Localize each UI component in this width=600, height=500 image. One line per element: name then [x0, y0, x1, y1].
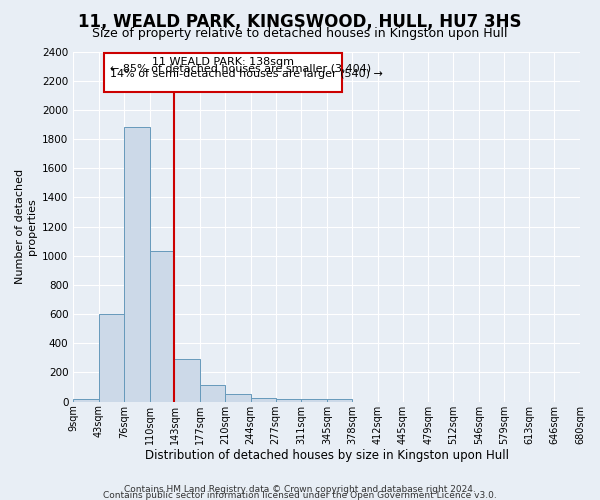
Bar [99, 314, 124, 402]
Text: Contains public sector information licensed under the Open Government Licence v3: Contains public sector information licen… [103, 491, 497, 500]
Bar [73, 398, 99, 402]
Text: Size of property relative to detached houses in Kingston upon Hull: Size of property relative to detached ho… [92, 28, 508, 40]
FancyBboxPatch shape [104, 53, 342, 92]
Bar [149, 252, 175, 402]
Bar [200, 385, 225, 402]
Text: 11, WEALD PARK, KINGSWOOD, HULL, HU7 3HS: 11, WEALD PARK, KINGSWOOD, HULL, HU7 3HS [78, 12, 522, 30]
Text: 11 WEALD PARK: 138sqm: 11 WEALD PARK: 138sqm [152, 58, 294, 68]
X-axis label: Distribution of detached houses by size in Kingston upon Hull: Distribution of detached houses by size … [145, 450, 509, 462]
Text: 14% of semi-detached houses are larger (540) →: 14% of semi-detached houses are larger (… [110, 69, 383, 79]
Bar [124, 128, 149, 402]
Bar [275, 400, 301, 402]
Bar [327, 398, 352, 402]
Text: ← 85% of detached houses are smaller (3,404): ← 85% of detached houses are smaller (3,… [110, 64, 371, 74]
Bar [225, 394, 251, 402]
Bar [301, 400, 327, 402]
Bar [251, 398, 275, 402]
Y-axis label: Number of detached
properties: Number of detached properties [15, 169, 37, 284]
Text: Contains HM Land Registry data © Crown copyright and database right 2024.: Contains HM Land Registry data © Crown c… [124, 485, 476, 494]
Bar [175, 360, 200, 402]
